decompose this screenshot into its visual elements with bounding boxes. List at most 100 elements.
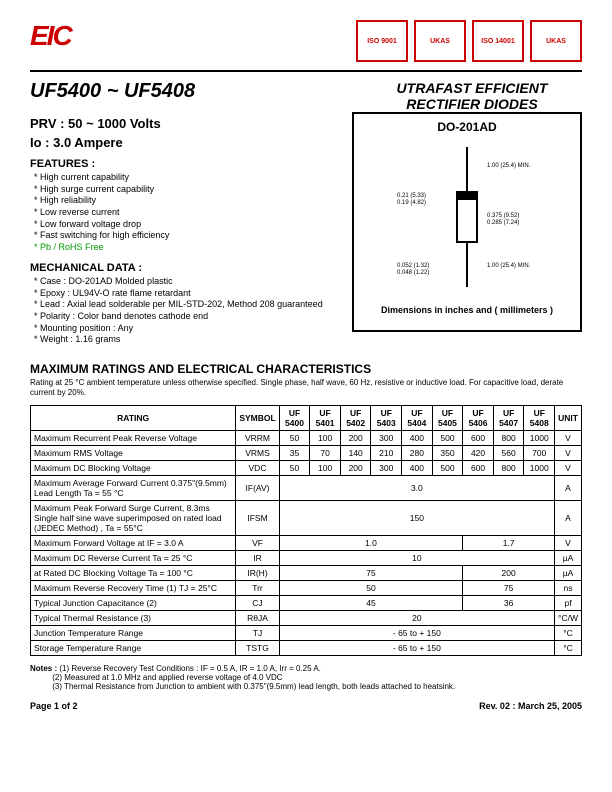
io-spec: Io : 3.0 Ampere bbox=[30, 135, 332, 150]
feature-item: Fast switching for high efficiency bbox=[34, 230, 332, 242]
rating-value: 45 bbox=[279, 596, 463, 611]
table-row: Junction Temperature RangeTJ- 65 to + 15… bbox=[31, 626, 582, 641]
rating-label: Maximum Peak Forward Surge Current, 8.3m… bbox=[31, 501, 236, 536]
note-item: (3) Thermal Resistance from Junction to … bbox=[52, 682, 455, 691]
table-row: Maximum Reverse Recovery Time (1) TJ = 2… bbox=[31, 581, 582, 596]
table-row: Maximum Forward Voltage at IF = 3.0 AVF1… bbox=[31, 536, 582, 551]
dim-label: 0.285 (7.24) bbox=[487, 220, 519, 226]
rating-label: Maximum Recurrent Peak Reverse Voltage bbox=[31, 431, 236, 446]
rating-value: 36 bbox=[463, 596, 555, 611]
iso-badge: ISO 9001 bbox=[356, 20, 408, 62]
rating-unit: µA bbox=[555, 566, 582, 581]
package-diagram: DO-201AD 1.00 (25.4) MIN. 0.21 (5.33) 0.… bbox=[352, 112, 582, 332]
diagram-caption: Dimensions in inches and ( millimeters ) bbox=[360, 305, 574, 315]
dim-label: 0.375 (9.52) bbox=[487, 213, 519, 219]
ukas-badge: UKAS bbox=[414, 20, 466, 62]
th-part: UF 5403 bbox=[371, 406, 402, 431]
rating-value: 150 bbox=[279, 501, 554, 536]
rating-value: 1.0 bbox=[279, 536, 463, 551]
note-item: (1) Reverse Recovery Test Conditions : I… bbox=[59, 664, 321, 673]
dim-label: 0.048 (1.22) bbox=[397, 270, 429, 276]
rating-unit: V bbox=[555, 431, 582, 446]
ukas-badge: UKAS bbox=[530, 20, 582, 62]
part-number-title: UF5400 ~ UF5408 bbox=[30, 80, 195, 112]
rating-label: Maximum DC Blocking Voltage bbox=[31, 461, 236, 476]
page-footer: Page 1 of 2 Rev. 02 : March 25, 2005 bbox=[30, 701, 582, 711]
features-list: High current capability High surge curre… bbox=[34, 172, 332, 254]
rating-symbol: Trr bbox=[236, 581, 279, 596]
rating-value: 70 bbox=[310, 446, 341, 461]
rating-symbol: CJ bbox=[236, 596, 279, 611]
dim-label: 0.21 (5.33) bbox=[397, 193, 426, 199]
rating-value: - 65 to + 150 bbox=[279, 641, 554, 656]
rating-label: Maximum Reverse Recovery Time (1) TJ = 2… bbox=[31, 581, 236, 596]
table-row: Maximum Recurrent Peak Reverse VoltageVR… bbox=[31, 431, 582, 446]
mech-item: Weight : 1.16 grams bbox=[34, 334, 332, 346]
rating-label: Maximum DC Reverse Current Ta = 25 °C bbox=[31, 551, 236, 566]
rating-value: 200 bbox=[340, 461, 371, 476]
rating-symbol: VDC bbox=[236, 461, 279, 476]
rating-value: 400 bbox=[402, 461, 433, 476]
rating-value: 420 bbox=[463, 446, 494, 461]
mechanical-heading: MECHANICAL DATA : bbox=[30, 262, 332, 274]
rating-label: Maximum Forward Voltage at IF = 3.0 A bbox=[31, 536, 236, 551]
rating-value: 1.7 bbox=[463, 536, 555, 551]
product-title: UTRAFAST EFFICIENT RECTIFIER DIODES bbox=[362, 80, 582, 112]
prv-spec: PRV : 50 ~ 1000 Volts bbox=[30, 116, 332, 131]
ratings-table: RATING SYMBOL UF 5400 UF 5401 UF 5402 UF… bbox=[30, 405, 582, 656]
th-part: UF 5407 bbox=[493, 406, 524, 431]
package-name: DO-201AD bbox=[360, 120, 574, 134]
mech-item: Case : DO-201AD Molded plastic bbox=[34, 276, 332, 288]
dim-label: 0.19 (4.82) bbox=[397, 200, 426, 206]
ratings-note: Rating at 25 °C ambient temperature unle… bbox=[30, 378, 582, 397]
rating-value: 600 bbox=[463, 431, 494, 446]
specs-row: PRV : 50 ~ 1000 Volts Io : 3.0 Ampere FE… bbox=[30, 112, 582, 352]
page-header: EIC ISO 9001 UKAS ISO 14001 UKAS bbox=[30, 20, 582, 72]
table-row: Maximum RMS VoltageVRMS35701402102803504… bbox=[31, 446, 582, 461]
rating-value: 280 bbox=[402, 446, 433, 461]
mech-item: Epoxy : UL94V-O rate flame retardant bbox=[34, 288, 332, 300]
diode-outline-icon: 1.00 (25.4) MIN. 0.21 (5.33) 0.19 (4.82)… bbox=[367, 142, 567, 292]
title-row: UF5400 ~ UF5408 UTRAFAST EFFICIENT RECTI… bbox=[30, 80, 582, 112]
rating-value: 35 bbox=[279, 446, 310, 461]
product-title-line2: RECTIFIER DIODES bbox=[362, 96, 582, 112]
rating-value: 20 bbox=[279, 611, 554, 626]
features-heading: FEATURES : bbox=[30, 158, 332, 170]
product-title-line1: UTRAFAST EFFICIENT bbox=[362, 80, 582, 96]
rating-value: 75 bbox=[463, 581, 555, 596]
table-header-row: RATING SYMBOL UF 5400 UF 5401 UF 5402 UF… bbox=[31, 406, 582, 431]
dim-label: 1.00 (25.4) MIN. bbox=[487, 163, 531, 169]
feature-item: High current capability bbox=[34, 172, 332, 184]
rating-symbol: TSTG bbox=[236, 641, 279, 656]
table-row: Storage Temperature RangeTSTG- 65 to + 1… bbox=[31, 641, 582, 656]
rating-symbol: TJ bbox=[236, 626, 279, 641]
rating-value: 800 bbox=[493, 461, 524, 476]
rating-value: 200 bbox=[463, 566, 555, 581]
rating-value: 100 bbox=[310, 461, 341, 476]
th-part: UF 5401 bbox=[310, 406, 341, 431]
rating-value: 210 bbox=[371, 446, 402, 461]
rating-value: 500 bbox=[432, 431, 463, 446]
ratings-body: Maximum Recurrent Peak Reverse VoltageVR… bbox=[31, 431, 582, 656]
rating-symbol: VRRM bbox=[236, 431, 279, 446]
company-logo: EIC bbox=[30, 20, 71, 52]
mechanical-list: Case : DO-201AD Molded plastic Epoxy : U… bbox=[34, 276, 332, 346]
rating-value: 75 bbox=[279, 566, 463, 581]
rating-unit: V bbox=[555, 536, 582, 551]
rating-value: 50 bbox=[279, 461, 310, 476]
notes-section: Notes : (1) Reverse Recovery Test Condit… bbox=[30, 664, 582, 691]
rating-value: 350 bbox=[432, 446, 463, 461]
rating-value: 100 bbox=[310, 431, 341, 446]
rating-unit: V bbox=[555, 461, 582, 476]
th-symbol: SYMBOL bbox=[236, 406, 279, 431]
rating-label: Maximum Average Forward Current 0.375"(9… bbox=[31, 476, 236, 501]
rating-unit: µA bbox=[555, 551, 582, 566]
rating-label: at Rated DC Blocking Voltage Ta = 100 °C bbox=[31, 566, 236, 581]
mech-item: Lead : Axial lead solderable per MIL-STD… bbox=[34, 299, 332, 311]
note-item: (2) Measured at 1.0 MHz and applied reve… bbox=[52, 673, 282, 682]
rating-symbol: RθJA bbox=[236, 611, 279, 626]
table-row: Typical Thermal Resistance (3)RθJA20°C/W bbox=[31, 611, 582, 626]
rating-label: Storage Temperature Range bbox=[31, 641, 236, 656]
rating-symbol: VRMS bbox=[236, 446, 279, 461]
table-row: Typical Junction Capacitance (2)CJ4536pf bbox=[31, 596, 582, 611]
